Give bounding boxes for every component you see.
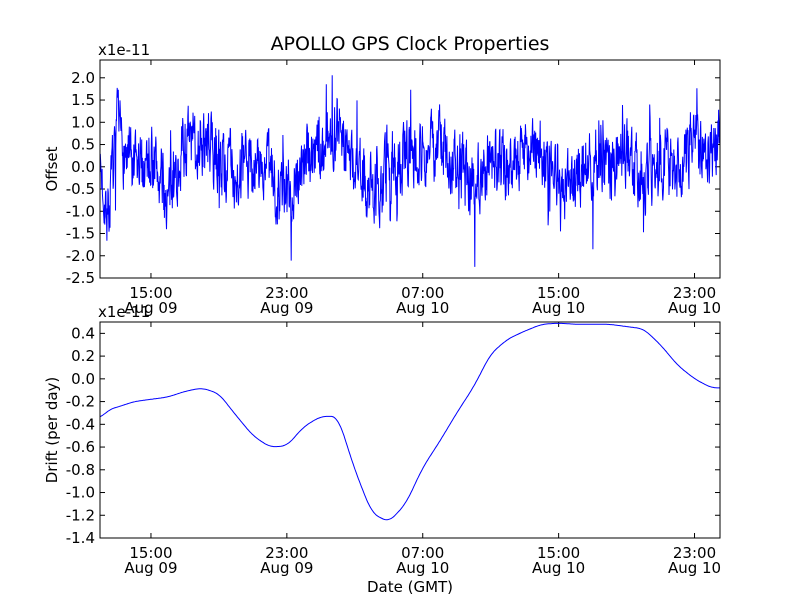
ytick-label: -1.0 xyxy=(66,484,95,502)
xtick-date-label: Aug 10 xyxy=(668,559,721,577)
ytick-label: -0.4 xyxy=(66,415,95,433)
xtick-date-label: Aug 10 xyxy=(532,299,585,317)
ytick-label: 2.0 xyxy=(71,69,95,87)
ytick-label: 1.5 xyxy=(71,91,95,109)
ytick-label: -1.0 xyxy=(66,202,95,220)
drift-panel: -1.4 -1.2 -1.0 -0.8 -0.6 -0.4 -0.2 0.0 0.2 0.4 15:… xyxy=(43,303,721,596)
ytick-label: -1.4 xyxy=(66,529,95,547)
xtick-date-label: Aug 09 xyxy=(260,559,313,577)
ytick-label: -2.0 xyxy=(66,247,95,265)
ytick-label: 1.0 xyxy=(71,113,95,131)
xtick-date-label: Aug 10 xyxy=(396,299,449,317)
ytick-label: -2.5 xyxy=(66,269,95,287)
chart-title: APOLLO GPS Clock Properties xyxy=(271,33,550,55)
xtick-time-label: 15:00 xyxy=(537,544,580,562)
xtick-date-label: Aug 09 xyxy=(124,559,177,577)
ytick-label: 0.5 xyxy=(71,136,95,154)
drift-plot-frame xyxy=(99,321,721,539)
drift-series-line xyxy=(99,322,720,521)
xtick-time-label: 23:00 xyxy=(673,544,716,562)
ytick-label: 0.0 xyxy=(71,158,95,176)
xtick-date-label: Aug 10 xyxy=(396,559,449,577)
xtick-time-label: 07:00 xyxy=(401,544,444,562)
offset-panel: -2.5 -2.0 -1.5 -1.0 -0.5 0.0 0.5 1.0 1.5 2.0 15:00… xyxy=(43,41,721,317)
xtick-time-label: 15:00 xyxy=(537,284,580,302)
offset-plot-area xyxy=(100,60,720,278)
xtick-time-label: 15:00 xyxy=(129,544,172,562)
offset-ylabel: Offset xyxy=(43,146,61,191)
ytick-label: 0.4 xyxy=(71,324,95,342)
xtick-time-label: 15:00 xyxy=(129,284,172,302)
drift-scale-label: x1e-11 xyxy=(98,303,150,321)
ytick-label: -0.2 xyxy=(66,393,95,411)
drift-xlabel: Date (GMT) xyxy=(367,578,453,596)
xtick-time-label: 23:00 xyxy=(265,284,308,302)
offset-plot-frame xyxy=(99,59,721,279)
ytick-label: 0.2 xyxy=(71,347,95,365)
ytick-label: -1.5 xyxy=(66,225,95,243)
drift-plot-area xyxy=(100,322,720,538)
xtick-date-label: Aug 10 xyxy=(668,299,721,317)
ytick-label: 0.0 xyxy=(71,370,95,388)
xtick-date-label: Aug 09 xyxy=(260,299,313,317)
offset-ticks: -2.5 -2.0 -1.5 -1.0 -0.5 0.0 0.5 1.0 1.5 2.0 15:00… xyxy=(66,60,721,317)
xtick-time-label: 23:00 xyxy=(265,544,308,562)
offset-scale-label: x1e-11 xyxy=(98,41,150,59)
xtick-date-label: Aug 09 xyxy=(124,299,177,317)
drift-ylabel: Drift (per day) xyxy=(43,377,61,484)
xtick-time-label: 23:00 xyxy=(673,284,716,302)
drift-ticks: -1.4 -1.2 -1.0 -0.8 -0.6 -0.4 -0.2 0.0 0.2 0.4 15:… xyxy=(66,322,721,577)
ytick-label: -0.6 xyxy=(66,438,95,456)
xtick-date-label: Aug 10 xyxy=(532,559,585,577)
offset-series-line xyxy=(99,75,721,267)
ytick-label: -0.5 xyxy=(66,180,95,198)
ytick-label: -0.8 xyxy=(66,461,95,479)
xtick-time-label: 07:00 xyxy=(401,284,444,302)
ytick-label: -1.2 xyxy=(66,506,95,524)
